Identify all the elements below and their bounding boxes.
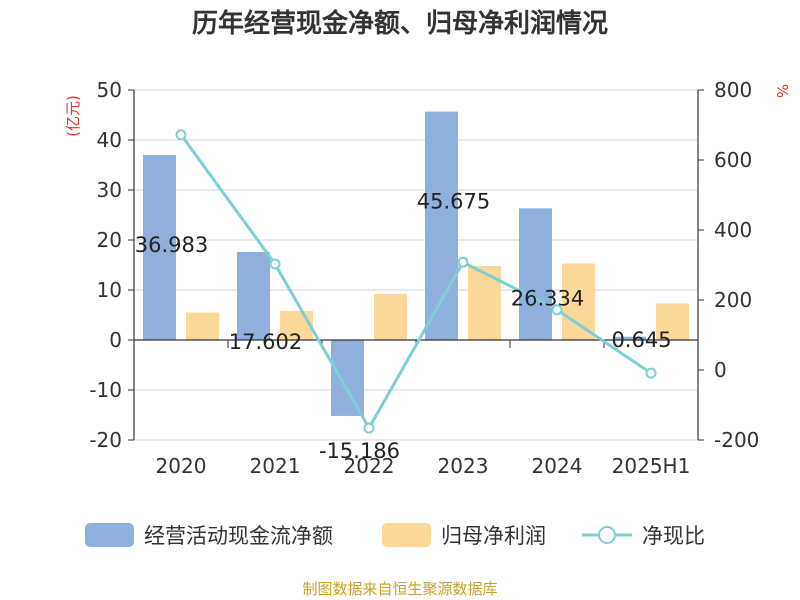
- axes: 50 40 30 20 10 0 -10 -20 800 600 400 200 0 -200 2020 20…: [89, 78, 759, 478]
- ratio-point: [645, 367, 657, 379]
- data-label-cashflow: 45.675: [417, 190, 490, 214]
- legend-swatch-cashflow: [85, 523, 134, 547]
- left-axis-unit: (亿元): [64, 95, 82, 137]
- right-axis-unit: %: [773, 84, 791, 98]
- left-tick-label: 40: [97, 128, 122, 152]
- data-labels: 36.983 17.602 -15.186 45.675 26.334 0.645: [135, 190, 672, 463]
- legend-swatch-ratio-marker: [598, 526, 616, 544]
- legend-label-ratio: 净现比: [642, 524, 705, 548]
- legend: 经营活动现金流净额 归母净利润 净现比: [85, 523, 705, 548]
- x-tick-label: 2024: [532, 454, 583, 478]
- data-label-cashflow: 36.983: [135, 233, 208, 257]
- ratio-point: [551, 304, 563, 316]
- right-tick-label: 600: [714, 148, 752, 172]
- left-tick-label: 0: [109, 328, 122, 352]
- left-tick-label: 30: [97, 178, 122, 202]
- ratio-point: [175, 129, 187, 141]
- bar-netprofit: [374, 294, 407, 340]
- data-label-cashflow: 0.645: [611, 328, 671, 352]
- ratio-point: [363, 422, 375, 434]
- chart-title: 历年经营现金净额、归母净利润情况: [192, 8, 608, 39]
- data-label-cashflow: -15.186: [319, 439, 400, 463]
- bar-netprofit: [186, 312, 219, 340]
- right-tick-label: 0: [714, 358, 727, 382]
- x-tick-label: 2020: [156, 454, 207, 478]
- ratio-point: [457, 256, 469, 268]
- left-tick-label: -10: [89, 378, 122, 402]
- data-label-cashflow: 17.602: [229, 330, 302, 354]
- bar-cashflow: [519, 208, 552, 340]
- x-tick-label: 2023: [438, 454, 489, 478]
- source-note: 制图数据来自恒生聚源数据库: [302, 580, 497, 598]
- bar-cashflow: [143, 155, 176, 340]
- right-tick-label: -200: [714, 428, 759, 452]
- legend-swatch-netprofit: [382, 523, 431, 547]
- x-tick-label: 2022: [344, 454, 395, 478]
- right-tick-label: 800: [714, 78, 752, 102]
- left-tick-label: 10: [97, 278, 122, 302]
- bar-cashflow: [425, 111, 458, 340]
- legend-label-netprofit: 归母净利润: [441, 524, 546, 548]
- grid: [134, 89, 698, 441]
- bar-netprofit: [468, 266, 501, 340]
- series-cashflow-bars: [143, 111, 646, 416]
- bar-cashflow: [613, 336, 646, 340]
- right-tick-label: 400: [714, 218, 752, 242]
- bar-netprofit: [280, 311, 313, 340]
- left-tick-label: -20: [89, 428, 122, 452]
- bar-cashflow: [331, 340, 364, 416]
- left-tick-label: 20: [97, 228, 122, 252]
- data-label-cashflow: 26.334: [511, 286, 584, 310]
- x-tick-label: 2021: [250, 454, 301, 478]
- legend-label-cashflow: 经营活动现金流净额: [144, 524, 333, 548]
- series-netprofit-bars: [186, 263, 689, 340]
- bar-netprofit: [562, 263, 595, 340]
- x-tick-label: 2025H1: [612, 454, 691, 478]
- bar-netprofit: [656, 303, 689, 340]
- right-tick-label: 200: [714, 288, 752, 312]
- series-ratio-line: [175, 129, 657, 434]
- bar-cashflow: [237, 251, 270, 340]
- ratio-line-path: [179, 133, 652, 432]
- ratio-point: [269, 258, 281, 270]
- left-tick-label: 50: [97, 78, 122, 102]
